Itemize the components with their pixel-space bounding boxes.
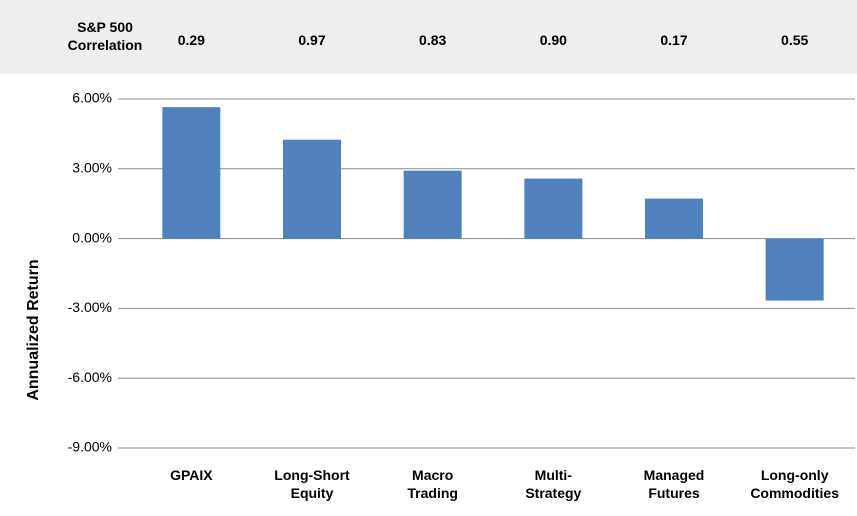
correlation-label: S&P 500 Correlation bbox=[67, 19, 143, 53]
y-tick-label: 6.00% bbox=[72, 90, 112, 106]
bar bbox=[765, 238, 824, 301]
x-tick-label: Long-Short Equity bbox=[274, 467, 350, 501]
correlation-band bbox=[0, 0, 857, 74]
y-tick-label: -3.00% bbox=[68, 299, 112, 315]
x-tick-label: GPAIX bbox=[170, 467, 213, 483]
correlation-value: 0.55 bbox=[781, 32, 809, 48]
x-tick-label: Long-only Commodities bbox=[750, 467, 839, 501]
correlation-value: 0.29 bbox=[177, 32, 205, 48]
y-tick-label: -9.00% bbox=[68, 439, 112, 455]
y-axis-label: Annualized Return bbox=[25, 259, 42, 400]
correlation-value: 0.17 bbox=[660, 32, 688, 48]
x-tick-label: Managed Futures bbox=[643, 467, 705, 501]
bar bbox=[645, 198, 703, 239]
x-tick-label: Macro Trading bbox=[407, 467, 458, 501]
correlation-value: 0.90 bbox=[539, 32, 567, 48]
bar bbox=[283, 139, 341, 239]
bar bbox=[403, 170, 462, 239]
correlation-value: 0.83 bbox=[419, 32, 447, 48]
correlation-value: 0.97 bbox=[298, 32, 326, 48]
x-tick-label: Multi- Strategy bbox=[525, 467, 582, 501]
bar bbox=[524, 178, 583, 239]
y-tick-label: 0.00% bbox=[72, 229, 112, 245]
bar bbox=[162, 107, 221, 239]
y-tick-label: 3.00% bbox=[72, 160, 112, 176]
y-tick-label: -6.00% bbox=[68, 369, 112, 385]
